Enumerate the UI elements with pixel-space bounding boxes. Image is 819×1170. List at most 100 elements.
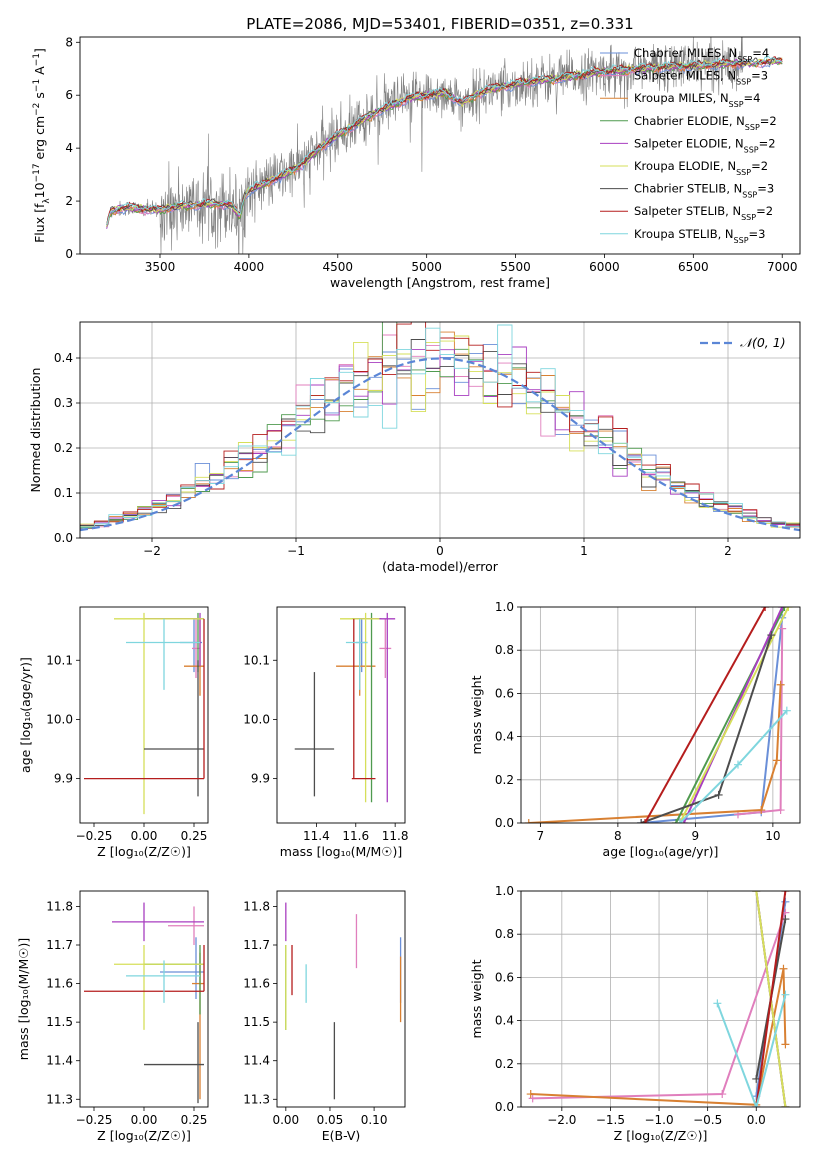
y-tick-label: 8 <box>65 35 73 49</box>
mass-weight-marker <box>779 964 788 973</box>
mass-weight-marker <box>781 915 790 924</box>
mass-weight-marker <box>714 790 723 799</box>
x-tick-label: 8 <box>614 829 622 843</box>
legend-entry-sub: SSP <box>734 235 749 244</box>
y-tick-label: 0.6 <box>495 686 514 700</box>
plot-area <box>106 37 783 254</box>
mass-weight-line <box>530 968 787 1106</box>
x-tick-label: 2 <box>724 544 732 558</box>
mass-weight-marker <box>713 999 722 1008</box>
y-tick-label: 0.2 <box>495 773 514 787</box>
legend-entry-sub: SSP <box>744 145 759 154</box>
axes-frame <box>79 890 209 1108</box>
mass-weight-marker <box>784 607 793 611</box>
x-tick-label: −2 <box>143 544 161 558</box>
x-tick-label: 10 <box>765 829 780 843</box>
legend-entry: Chabrier ELODIE, NSSP=2 <box>634 114 777 132</box>
legend-entry-count: =3 <box>751 69 768 83</box>
x-tick-label: 11.8 <box>382 829 409 843</box>
y-axis-label: Normed distribution <box>28 368 43 493</box>
residual-histogram <box>80 339 800 526</box>
x-axis-label: Z [log₁₀(Z/Z☉)] <box>614 1128 708 1143</box>
mass-weight-marker <box>757 806 766 815</box>
mass-weight-marker <box>761 607 770 611</box>
x-tick-label: 4000 <box>234 260 265 274</box>
mass-weight-marker <box>781 1103 790 1107</box>
y-tick-label: 2 <box>65 194 73 208</box>
mass-weight-marker <box>637 819 646 823</box>
model-spectrum-line <box>106 58 783 228</box>
y-tick-label: 9.9 <box>54 772 73 786</box>
legend-entry-name: Salpeter MILES, N <box>634 69 736 83</box>
y-tick-label: 1.0 <box>495 600 514 614</box>
y-tick-label: 11.8 <box>46 899 73 913</box>
x-tick-label: 5000 <box>411 260 442 274</box>
x-tick-label: −1.5 <box>596 1113 625 1127</box>
y-tick-label: 11.4 <box>243 1054 270 1068</box>
y-axis-label-part: erg cm <box>32 116 47 164</box>
panel-mass-vs-Z: −0.25 0.00 0.25 11.3 11.4 11.5 11.6 11.7 11.8 Z [… <box>16 890 209 1143</box>
x-tick-label: 0.0 <box>747 1113 766 1127</box>
y-tick-label: 6 <box>65 88 73 102</box>
x-tick-label: 5500 <box>500 260 531 274</box>
y-axis-label: mass weight <box>469 959 484 1038</box>
mass-weight-line <box>755 891 787 1107</box>
x-tick-label: 0.00 <box>131 829 158 843</box>
plot-area <box>84 902 205 1104</box>
y-axis-label-part: −1 <box>32 79 42 92</box>
x-tick-label: 6000 <box>589 260 620 274</box>
legend-entry-name: Salpeter ELODIE, N <box>634 136 744 150</box>
y-axis-label-part: λ <box>42 198 52 204</box>
legend-entry: Chabrier MILES, NSSP=4 <box>634 46 769 64</box>
residual-histogram <box>80 324 800 529</box>
x-tick-label: −2.0 <box>547 1113 576 1127</box>
panel-residuals: −2 −1 0 1 2 0.0 0.1 0.2 0.3 0.4 (data-model)/error… <box>28 321 801 574</box>
x-tick-label: 0.00 <box>272 1113 299 1127</box>
legend-entry: 𝒩(0, 1) <box>740 335 786 350</box>
y-tick-label: 11.7 <box>46 938 73 952</box>
x-axis-label: Z [log₁₀(Z/Z☉)] <box>97 844 191 859</box>
mass-weight-marker <box>778 624 787 633</box>
y-tick-label: 11.6 <box>46 977 73 991</box>
mass-weight-line <box>644 607 766 823</box>
y-axis-label-part: −2 <box>32 103 42 116</box>
legend-entry-name: Chabrier STELIB, N <box>634 182 742 196</box>
x-tick-label: 11.4 <box>303 829 330 843</box>
plot-area <box>526 891 790 1107</box>
y-tick-label: 0.2 <box>495 1057 514 1071</box>
y-tick-label: 0 <box>65 247 73 261</box>
panel-age-vs-mass: 11.4 11.6 11.8 9.9 10.0 10.1 mass [log₁₀(M/M☉)… <box>243 606 409 859</box>
plot-area <box>524 607 793 823</box>
mass-weight-marker <box>752 1074 761 1083</box>
x-tick-label: 11.6 <box>342 829 369 843</box>
legend-entry-name: Chabrier MILES, N <box>634 46 737 60</box>
axes-frame <box>79 36 801 255</box>
legend-entry: Salpeter ELODIE, NSSP=2 <box>634 136 776 154</box>
y-tick-label: 0.2 <box>54 441 73 455</box>
x-tick-label: −0.25 <box>76 829 113 843</box>
mass-weight-marker <box>752 891 761 895</box>
legend-entry-sub: SSP <box>729 100 744 109</box>
axes-frame <box>276 890 406 1108</box>
mass-weight-marker <box>675 819 684 823</box>
x-tick-label: 0.05 <box>317 1113 344 1127</box>
y-tick-label: 10.0 <box>46 712 73 726</box>
y-axis-label-part: s <box>32 92 47 103</box>
panel-massweight-vs-age: 7 8 9 10 0.0 0.2 0.4 0.6 0.8 1.0 age [log₁₀(age/yr… <box>469 600 801 859</box>
mass-weight-line <box>682 607 784 823</box>
y-tick-label: 11.5 <box>243 1015 270 1029</box>
legend-entry-name: Kroupa ELODIE, N <box>634 159 736 173</box>
mass-weight-marker <box>526 1090 535 1099</box>
y-tick-label: 11.5 <box>46 1015 73 1029</box>
legend-entry-sub: SSP <box>737 55 752 64</box>
axes-frame <box>79 606 209 824</box>
mass-weight-line <box>679 710 788 823</box>
axes-frame <box>520 890 801 1108</box>
legend-entry: Kroupa STELIB, NSSP=3 <box>634 227 765 245</box>
axes-frame <box>79 321 801 539</box>
y-tick-label: 0.0 <box>495 1100 514 1114</box>
x-axis-label: mass [log₁₀(M/M☉)] <box>280 844 402 859</box>
plot-area <box>285 902 402 1100</box>
axes-frame <box>276 606 406 824</box>
mass-weight-marker <box>752 1103 761 1107</box>
